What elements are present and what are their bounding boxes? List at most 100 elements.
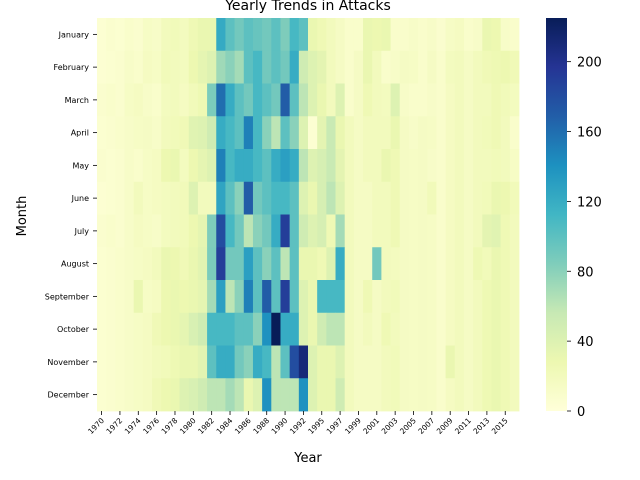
heatmap-cell <box>133 214 144 248</box>
heatmap-cell <box>399 378 410 412</box>
heatmap-cell <box>271 181 281 215</box>
heatmap-cell <box>243 247 254 281</box>
heatmap-cell <box>170 312 180 346</box>
heatmap-cell <box>399 116 410 150</box>
heatmap-cell <box>197 50 208 84</box>
heatmap-cell <box>308 149 318 183</box>
heatmap-cell <box>482 378 492 412</box>
heatmap-cell <box>390 247 401 281</box>
heatmap-cell <box>463 280 474 314</box>
heatmap-cell <box>335 312 346 346</box>
heatmap-cell <box>133 149 144 183</box>
heatmap-cell <box>372 83 382 117</box>
heatmap-cell <box>436 312 446 346</box>
heatmap-cell <box>317 247 327 281</box>
heatmap-cell <box>445 18 456 52</box>
y-tick-label: January <box>58 30 90 39</box>
heatmap-cell <box>133 18 144 52</box>
heatmap-cell <box>124 312 135 346</box>
heatmap-cell <box>188 247 199 281</box>
heatmap-cell <box>381 50 391 84</box>
heatmap-cell <box>390 312 401 346</box>
heatmap-cell <box>161 181 171 215</box>
heatmap-cell <box>381 247 391 281</box>
x-tick-label: 1986 <box>233 416 253 436</box>
heatmap-cell <box>353 116 364 150</box>
heatmap-cell <box>271 116 281 150</box>
heatmap-cell <box>280 280 291 314</box>
heatmap-cell <box>427 83 437 117</box>
heatmap-cell <box>363 247 373 281</box>
heatmap-cell <box>216 247 226 281</box>
heatmap-cell <box>308 247 318 281</box>
heatmap-cell <box>427 345 437 379</box>
heatmap-cell <box>390 280 401 314</box>
heatmap-cell <box>509 83 520 117</box>
heatmap-cell <box>243 345 254 379</box>
heatmap-cell <box>482 181 492 215</box>
heatmap-cell <box>500 312 511 346</box>
heatmap-cell <box>427 50 437 84</box>
heatmap-cell <box>381 345 391 379</box>
heatmap-cell <box>115 280 125 314</box>
heatmap-cell <box>353 83 364 117</box>
heatmap-cell <box>179 280 190 314</box>
heatmap-cell <box>473 378 483 412</box>
heatmap-cell <box>509 214 520 248</box>
heatmap-cell <box>317 116 327 150</box>
heatmap-cell <box>152 149 162 183</box>
heatmap-cell <box>473 312 483 346</box>
heatmap-cell <box>252 116 263 150</box>
heatmap-cell <box>463 214 474 248</box>
heatmap-cell <box>381 280 391 314</box>
heatmap-cell <box>280 83 291 117</box>
heatmap-cell <box>326 181 336 215</box>
y-tick-label: March <box>65 96 89 105</box>
heatmap-cell <box>381 378 391 412</box>
heatmap-cell <box>216 18 226 52</box>
heatmap-cell <box>372 214 382 248</box>
heatmap-cell <box>225 378 235 412</box>
heatmap-cell <box>399 50 410 84</box>
x-tick-label: 1980 <box>178 416 198 436</box>
heatmap-cell <box>115 83 125 117</box>
heatmap-cell <box>124 247 135 281</box>
heatmap-cell <box>225 280 235 314</box>
x-tick-label: 2009 <box>435 416 455 436</box>
heatmap-cell <box>463 345 474 379</box>
heatmap-cell <box>262 149 272 183</box>
y-tick-label: November <box>47 358 89 367</box>
heatmap-cell <box>225 214 235 248</box>
heatmap-cell <box>326 50 336 84</box>
heatmap-cell <box>97 116 107 150</box>
heatmap-cell <box>298 247 309 281</box>
heatmap-cell <box>436 345 446 379</box>
heatmap-cell <box>161 83 171 117</box>
y-tick-label: September <box>45 292 90 301</box>
heatmap-cell <box>170 181 180 215</box>
x-tick-label: 1970 <box>86 416 106 436</box>
heatmap-cell <box>115 312 125 346</box>
heatmap-cell <box>271 345 281 379</box>
colorbar-tick-label: 160 <box>577 126 602 141</box>
heatmap-cell <box>280 116 291 150</box>
y-tick-label: April <box>71 129 89 138</box>
heatmap-cell <box>399 149 410 183</box>
heatmap-cell <box>262 18 272 52</box>
y-tick-label: May <box>72 161 89 170</box>
x-tick-label: 1974 <box>123 416 143 436</box>
heatmap-cell <box>280 345 291 379</box>
heatmap-cell <box>491 378 502 412</box>
heatmap-cell <box>500 50 511 84</box>
heatmap-cell <box>161 50 171 84</box>
heatmap-cell <box>399 181 410 215</box>
heatmap-cell <box>381 18 391 52</box>
heatmap-cell <box>188 83 199 117</box>
heatmap-cell <box>463 312 474 346</box>
x-tick-label: 2005 <box>398 416 418 436</box>
heatmap-cell <box>216 312 226 346</box>
heatmap-cell <box>289 83 300 117</box>
colorbar-tick-label: 0 <box>577 405 585 420</box>
heatmap-cell <box>152 50 162 84</box>
heatmap-cell <box>509 181 520 215</box>
